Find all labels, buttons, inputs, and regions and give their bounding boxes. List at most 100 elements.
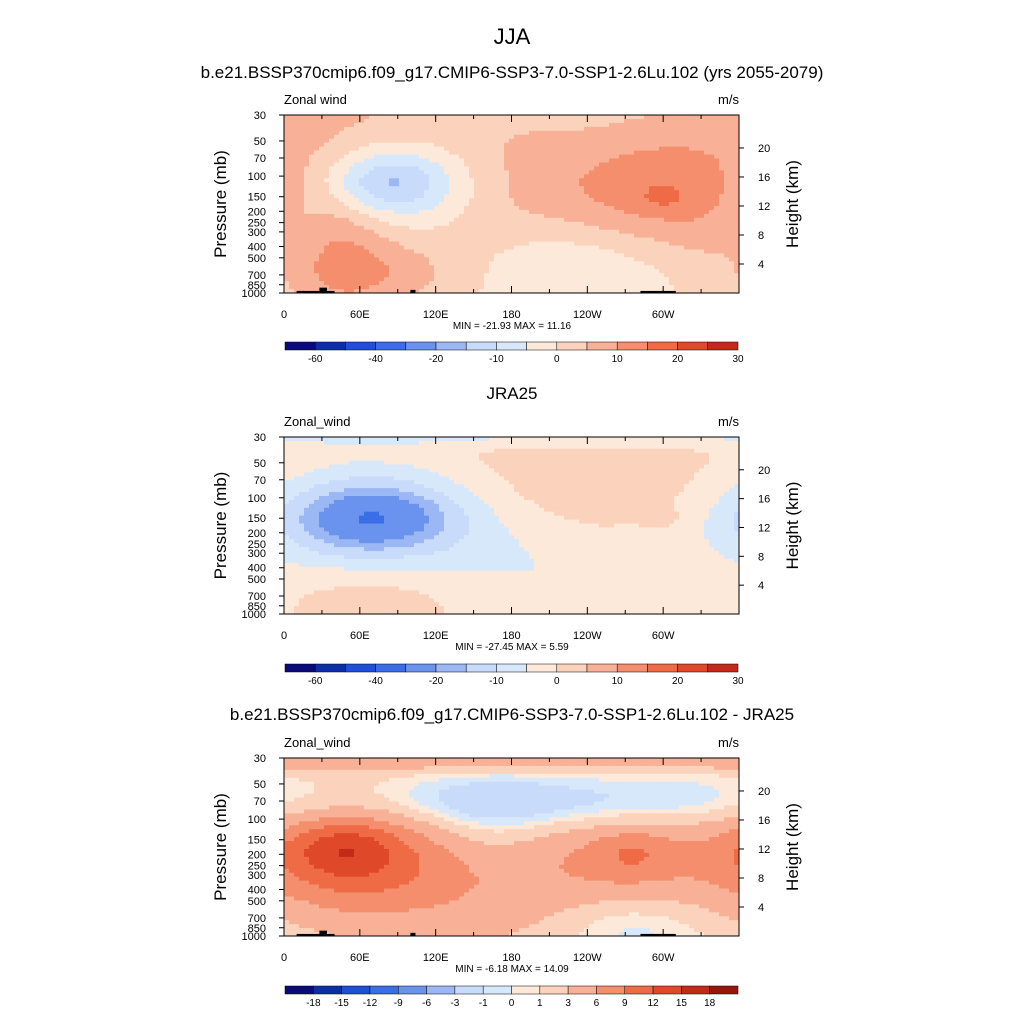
field-cell [539, 174, 545, 179]
field-cell [499, 162, 505, 168]
field-cell [689, 269, 695, 274]
field-cell [644, 190, 650, 195]
field-cell [284, 456, 290, 462]
field-cell [439, 186, 445, 191]
field-cell [339, 118, 345, 124]
field-cell [364, 437, 370, 442]
field-cell [564, 257, 570, 262]
field-cell [309, 166, 315, 171]
field-cell [614, 118, 620, 124]
field-cell [619, 221, 625, 227]
field-cell [459, 150, 465, 156]
field-cell [419, 134, 425, 140]
y-tick-label: 700 [248, 270, 266, 282]
field-cell [309, 448, 315, 454]
field-cell [354, 170, 360, 175]
field-cell [354, 277, 360, 282]
field-cell [644, 261, 650, 266]
field-cell [574, 146, 580, 152]
field-cell [589, 265, 595, 270]
field-cell [644, 217, 650, 223]
field-cell [559, 225, 565, 231]
field-cell [604, 237, 610, 243]
field-cell [519, 154, 525, 160]
field-cell [574, 122, 580, 128]
field-cell [284, 468, 290, 473]
field-cell [654, 205, 660, 211]
field-cell [304, 150, 310, 156]
field-cell [324, 225, 330, 231]
field-cell [534, 162, 540, 168]
field-cell [459, 217, 465, 223]
field-cell [459, 182, 465, 187]
field-cell [334, 233, 340, 239]
field-cell [589, 257, 595, 262]
field-cell [324, 194, 330, 199]
field-cell [524, 452, 530, 458]
field-cell [694, 257, 700, 262]
field-cell [399, 138, 405, 144]
field-cell [504, 464, 510, 470]
field-cell [709, 182, 715, 187]
field-cell [434, 126, 440, 132]
field-cell [509, 186, 515, 191]
field-cell [714, 440, 720, 446]
field-cell [584, 237, 590, 243]
field-cell [699, 233, 705, 239]
field-cell [339, 237, 345, 243]
field-cell [589, 241, 595, 247]
field-cell [634, 150, 640, 156]
field-cell [359, 444, 365, 450]
field-cell [304, 126, 310, 132]
field-cell [399, 269, 405, 274]
field-cell [294, 178, 300, 183]
field-cell [554, 142, 560, 148]
field-cell [459, 118, 465, 124]
field-cell [549, 440, 555, 446]
field-cell [654, 213, 660, 219]
field-cell [494, 209, 500, 215]
field-cell [604, 209, 610, 215]
field-cell [469, 245, 475, 251]
field-cell [539, 281, 545, 286]
field-cell [344, 456, 350, 462]
field-cell [524, 213, 530, 219]
field-cell [319, 245, 325, 251]
field-cell [724, 122, 730, 128]
field-cell [499, 277, 505, 282]
field-cell [689, 261, 695, 266]
field-cell [484, 162, 490, 168]
field-cell [529, 269, 535, 274]
field-cell [529, 225, 535, 231]
field-cell [724, 233, 730, 239]
field-cell [559, 444, 565, 450]
field-cell [614, 209, 620, 215]
field-cell [579, 456, 585, 462]
field-cell [514, 209, 520, 215]
field-cell [399, 209, 405, 215]
field-cell [304, 249, 310, 255]
field-cell [489, 265, 495, 270]
field-cell [384, 261, 390, 266]
field-cell [724, 225, 730, 231]
field-cell [354, 182, 360, 187]
field-cell [634, 202, 640, 207]
field-cell [334, 217, 340, 223]
field-cell [629, 118, 635, 124]
field-cell [604, 241, 610, 247]
field-cell [399, 162, 405, 168]
field-cell [289, 225, 295, 231]
field-cell [549, 190, 555, 195]
field-cell [304, 130, 310, 136]
field-cell [354, 186, 360, 191]
field-cell [509, 126, 515, 132]
field-cell [414, 257, 420, 262]
field-cell [624, 134, 630, 140]
field-cell [639, 182, 645, 187]
field-cell [314, 233, 320, 239]
field-cell [659, 221, 665, 227]
field-cell [644, 257, 650, 262]
field-cell [364, 269, 370, 274]
field-cell [679, 253, 685, 258]
field-cell [484, 178, 490, 183]
